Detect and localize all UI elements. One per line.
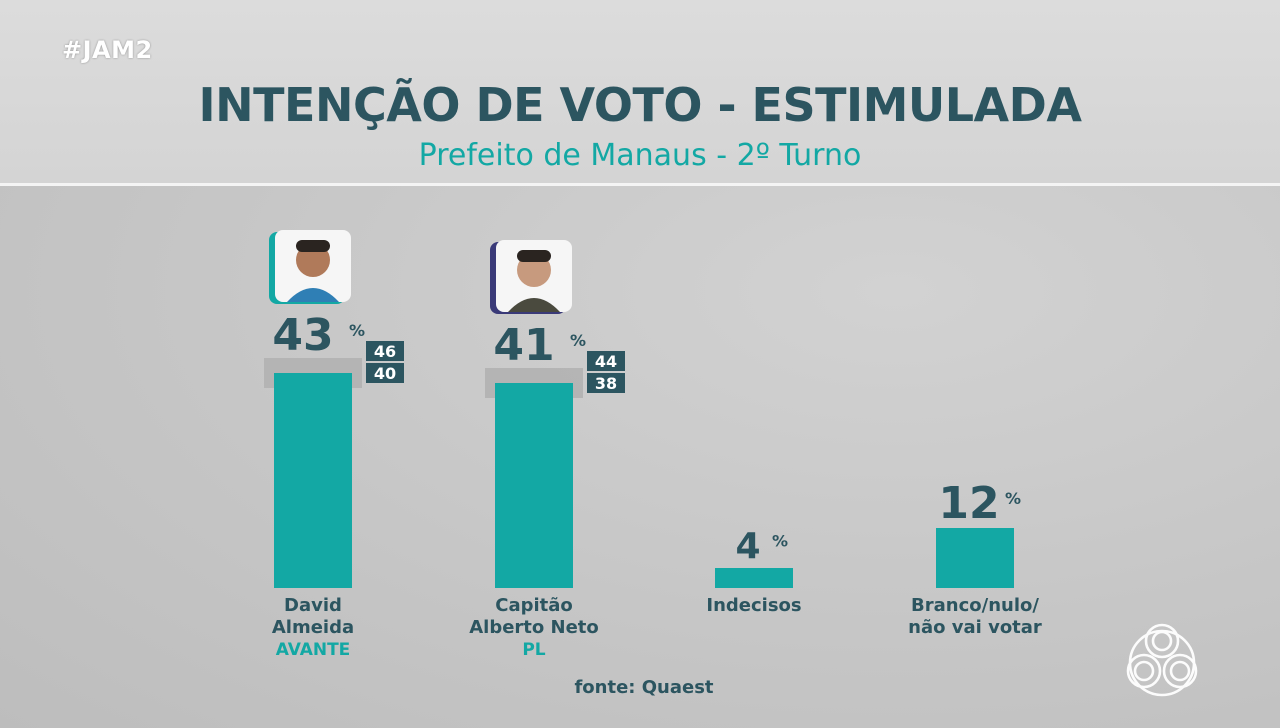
range-low-box <box>366 363 404 383</box>
data-label: 43 <box>272 310 333 361</box>
percent-sign: % <box>772 531 788 550</box>
avatar-shoulders-icon <box>287 288 339 302</box>
category-label: David <box>284 595 342 616</box>
avatar-hair-icon <box>296 240 330 252</box>
party-label: PL <box>522 640 545 660</box>
source-label: fonte: Quaest <box>574 677 714 698</box>
range-low-label: 40 <box>374 364 396 383</box>
page-title: INTENÇÃO DE VOTO - ESTIMULADA <box>198 78 1082 132</box>
category-label: Almeida <box>272 617 354 638</box>
range-high-label: 44 <box>595 352 617 371</box>
percent-sign: % <box>1005 489 1021 508</box>
bar <box>495 383 573 588</box>
hashtag-label: #JAM2 <box>62 36 153 64</box>
category-label: Alberto Neto <box>469 617 599 638</box>
avatar-hair-icon <box>517 250 551 262</box>
bar <box>715 568 793 588</box>
header-divider <box>0 183 1280 186</box>
broadcaster-logo-icon <box>1126 623 1198 697</box>
data-label: 12 <box>938 478 999 529</box>
range-high-label: 46 <box>374 342 396 361</box>
page-subtitle: Prefeito de Manaus - 2º Turno <box>418 138 862 173</box>
percent-sign: % <box>349 321 365 340</box>
range-low-label: 38 <box>595 374 617 393</box>
avatar-shoulders-icon <box>508 298 560 312</box>
category-label: Indecisos <box>706 595 801 616</box>
bar <box>936 528 1014 588</box>
bar <box>274 373 352 588</box>
category-label: não vai votar <box>908 617 1042 638</box>
range-low-box <box>587 373 625 393</box>
percent-sign: % <box>570 331 586 350</box>
party-label: AVANTE <box>276 640 351 660</box>
range-high-box <box>366 341 404 361</box>
range-high-box <box>587 351 625 371</box>
category-label: Branco/nulo/ <box>911 595 1039 616</box>
data-label: 4 <box>735 526 760 567</box>
category-label: Capitão <box>495 595 573 616</box>
header-panel <box>0 0 1280 183</box>
data-label: 41 <box>493 320 554 371</box>
